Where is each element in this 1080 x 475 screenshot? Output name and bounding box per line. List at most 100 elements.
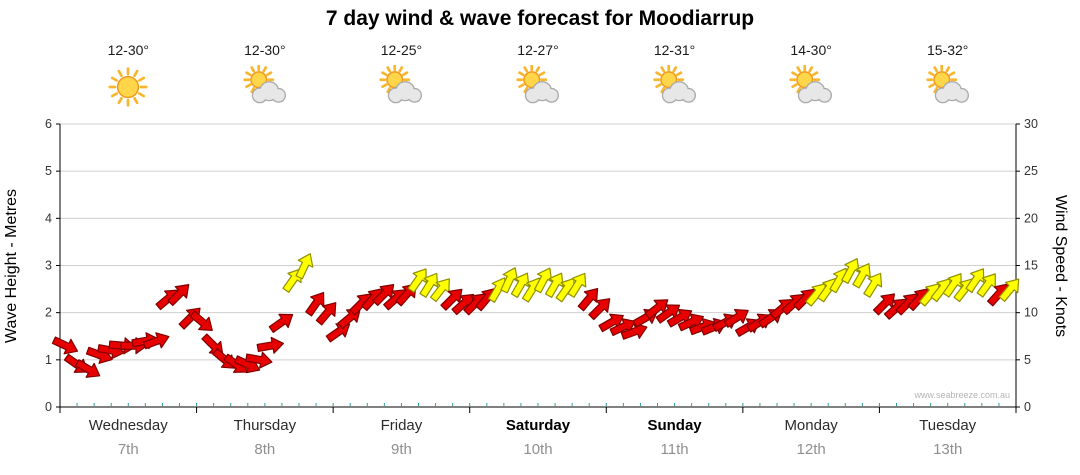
temp-range: 12-31° — [653, 42, 696, 58]
wind-arrow — [295, 253, 314, 280]
sun-ray — [133, 69, 139, 78]
wind-arrow — [863, 272, 883, 298]
page-title: 7 day wind & wave forecast for Moodiarru… — [325, 7, 755, 30]
wind-arrow — [500, 267, 519, 294]
sun-ray — [654, 83, 662, 89]
wind-arrow — [268, 313, 294, 334]
sun-ray — [250, 86, 255, 94]
sun-ray — [796, 66, 802, 73]
wave-tick-label: 3 — [45, 259, 52, 273]
sun-ray — [398, 66, 404, 73]
sun-ray — [117, 96, 124, 105]
temp-range: 12-30° — [107, 42, 149, 58]
sun-ray — [927, 71, 935, 77]
wave-tick-label: 0 — [45, 400, 52, 414]
right-axis-label: Wind Speed - Knots — [1052, 195, 1069, 337]
day-label-friday: Friday 9th — [333, 417, 470, 458]
wind-arrow — [998, 278, 1020, 302]
cloud-puff-fill — [272, 89, 285, 102]
day-header-friday: 12-25° — [333, 42, 470, 114]
wind-arrow — [142, 332, 170, 350]
day-name: Monday — [784, 417, 838, 434]
sun-ray — [538, 71, 546, 77]
wave-tick-label: 2 — [45, 306, 52, 320]
sun-ray — [386, 66, 392, 73]
sun-ray — [518, 83, 525, 89]
wind-arrow — [533, 267, 553, 294]
temp-range: 12-30° — [244, 42, 286, 58]
day-date: 12th — [796, 441, 826, 458]
wind-arrow — [167, 284, 190, 307]
wind-arrow — [74, 359, 101, 378]
sun-ray — [791, 83, 798, 89]
sun-ray — [250, 66, 255, 73]
partly-cloudy-icon — [923, 64, 973, 109]
day-name: Sunday — [647, 417, 702, 434]
day-date: 11th — [660, 441, 689, 458]
cloud-puff-fill — [545, 89, 558, 102]
sun-ray — [111, 92, 119, 98]
sun-ray — [245, 71, 252, 77]
partly-cloudy-icon — [240, 64, 290, 109]
wind-arrow — [510, 272, 530, 299]
sun-disc — [117, 75, 140, 99]
day-label-wednesday: Wednesday 7th — [60, 417, 197, 458]
wind-arrow — [588, 298, 611, 321]
day-label-thursday: Thursday 8th — [197, 417, 334, 458]
day-date: 8th — [254, 441, 276, 458]
cloud-puff-fill — [682, 89, 695, 102]
sun-ray — [111, 76, 119, 82]
wind-tick-label: 30 — [1024, 117, 1038, 131]
sunny-icon — [103, 65, 153, 109]
wave-tick-label: 4 — [45, 211, 52, 225]
day-name: Saturday — [505, 417, 571, 434]
wind-arrow — [419, 272, 439, 298]
wind-tick-label: 5 — [1024, 353, 1031, 367]
watermark: www.seabreeze.com.au — [913, 390, 1010, 400]
wind-arrow — [577, 287, 599, 312]
sun-ray — [523, 66, 529, 73]
day-date: 10th — [523, 441, 553, 458]
sun-ray — [812, 71, 819, 77]
temp-range: 12-27° — [517, 42, 559, 58]
wave-tick-label: 1 — [45, 353, 52, 367]
sun-ray — [386, 86, 392, 94]
day-label-sunday: Sunday 11th — [606, 417, 743, 458]
sun-ray — [117, 69, 124, 78]
day-name: Friday — [380, 417, 423, 434]
cloud-puff-fill — [955, 89, 968, 102]
sun-ray — [138, 92, 146, 98]
sun-ray — [523, 86, 529, 94]
wind-tick-label: 25 — [1024, 164, 1038, 178]
day-name: Tuesday — [919, 417, 977, 434]
wave-tick-label: 6 — [45, 117, 52, 131]
cloud-puff-fill — [408, 89, 422, 102]
sun-ray — [933, 66, 938, 73]
temp-range: 12-25° — [380, 42, 423, 58]
day-label-tuesday: Tuesday 13th — [879, 417, 1016, 458]
sun-ray — [133, 96, 139, 105]
day-name: Wednesday — [88, 417, 168, 434]
sun-ray — [402, 71, 409, 77]
day-date: 13th — [933, 441, 963, 458]
wind-arrow — [841, 258, 860, 284]
chart-layer: 0 1 2 3 4 5 6 0 5 10 15 20 25 30 — [45, 117, 1038, 414]
sun-ray — [138, 76, 146, 82]
day-header-sunday: 12-31° — [606, 42, 743, 114]
wind-arrow — [315, 302, 337, 326]
partly-cloudy-icon — [376, 64, 426, 109]
sun-ray — [927, 83, 935, 89]
sun-ray — [796, 86, 802, 94]
partly-cloudy-icon — [513, 64, 563, 109]
day-header-wednesday: 12-30° — [60, 42, 197, 114]
day-header-saturday: 12-27° — [470, 42, 607, 114]
wind-arrow — [256, 336, 285, 354]
day-label-monday: Monday 12th — [743, 417, 880, 458]
day-name: Thursday — [233, 417, 297, 434]
day-labels: Wednesday 7th Thursday 8th Friday 9th Saturday… — [0, 417, 1080, 475]
wind-arrow — [852, 263, 871, 289]
sun-ray — [381, 83, 388, 89]
wind-arrow — [723, 308, 749, 328]
day-header-monday: 14-30° — [743, 42, 880, 114]
